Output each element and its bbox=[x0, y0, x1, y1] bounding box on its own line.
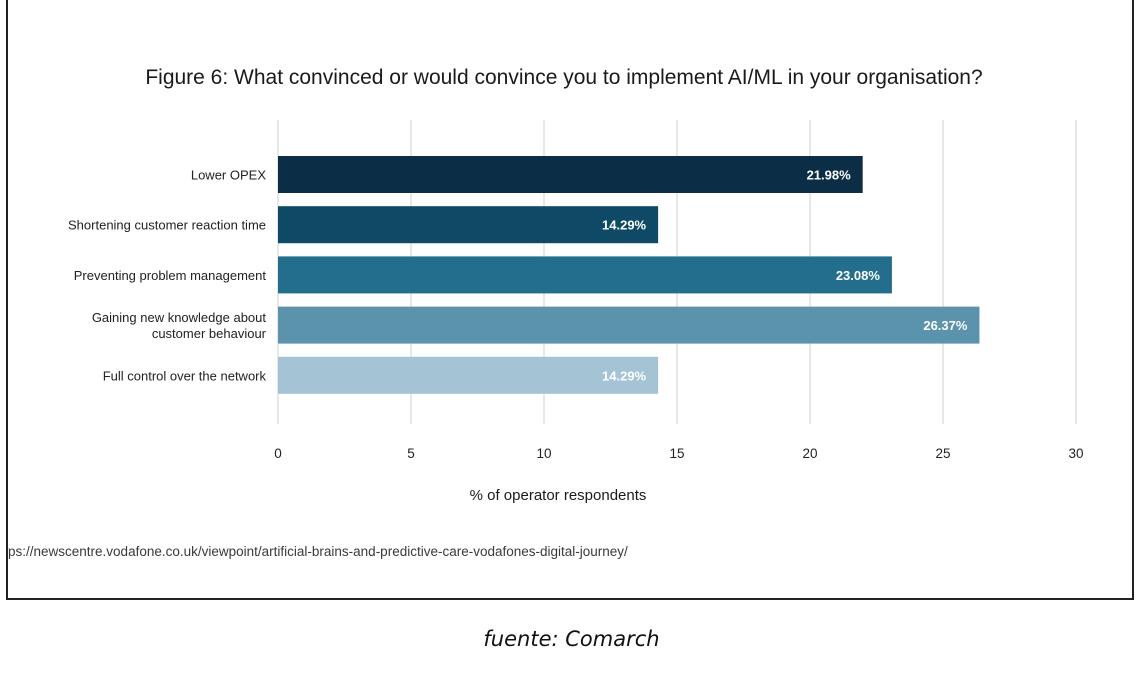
x-tick-label: 25 bbox=[935, 446, 950, 461]
category-label: Preventing problem management bbox=[74, 268, 267, 283]
bar-value-label: 14.29% bbox=[602, 368, 647, 383]
bar-value-label: 21.98% bbox=[807, 168, 852, 183]
bar bbox=[278, 306, 980, 344]
bar bbox=[278, 206, 659, 244]
figure-frame: ​ Figure 6: What convinced or would conv… bbox=[6, 0, 1134, 600]
bar bbox=[278, 156, 863, 193]
bar-value-label: 14.29% bbox=[602, 218, 647, 233]
x-tick-labels: 0 5 10 15 20 25 30 bbox=[274, 446, 1083, 461]
x-tick-label: 0 bbox=[274, 446, 282, 461]
category-label: Full control over the network bbox=[103, 368, 267, 383]
chart-title: Figure 6: What convinced or would convin… bbox=[145, 66, 983, 89]
bar bbox=[278, 356, 659, 394]
x-tick-label: 10 bbox=[536, 446, 551, 461]
bar-value-label: 23.08% bbox=[836, 268, 881, 283]
category-label: Shortening customer reaction time bbox=[68, 218, 266, 233]
category-label: Gaining new knowledge about customer beha… bbox=[92, 310, 267, 341]
bar-chart: 21.98% 14.29% 23.08% 26.37% 14.29% Lower OPE… bbox=[68, 120, 1084, 504]
x-tick-label: 5 bbox=[407, 446, 415, 461]
bar bbox=[278, 256, 892, 294]
category-labels: Lower OPEX Shortening customer reaction t… bbox=[68, 168, 267, 384]
category-label: Lower OPEX bbox=[191, 168, 266, 183]
x-tick-label: 30 bbox=[1068, 446, 1083, 461]
figure-caption: fuente: Comarch bbox=[483, 627, 660, 651]
x-axis-label: % of operator respondents bbox=[470, 487, 647, 504]
x-tick-label: 20 bbox=[802, 446, 817, 461]
source-url: ps://newscentre.vodafone.co.uk/viewpoint… bbox=[8, 544, 628, 559]
bars: 21.98% 14.29% 23.08% 26.37% 14.29% bbox=[278, 156, 980, 394]
bar-value-label: 26.37% bbox=[923, 318, 968, 333]
x-tick-label: 15 bbox=[669, 446, 684, 461]
